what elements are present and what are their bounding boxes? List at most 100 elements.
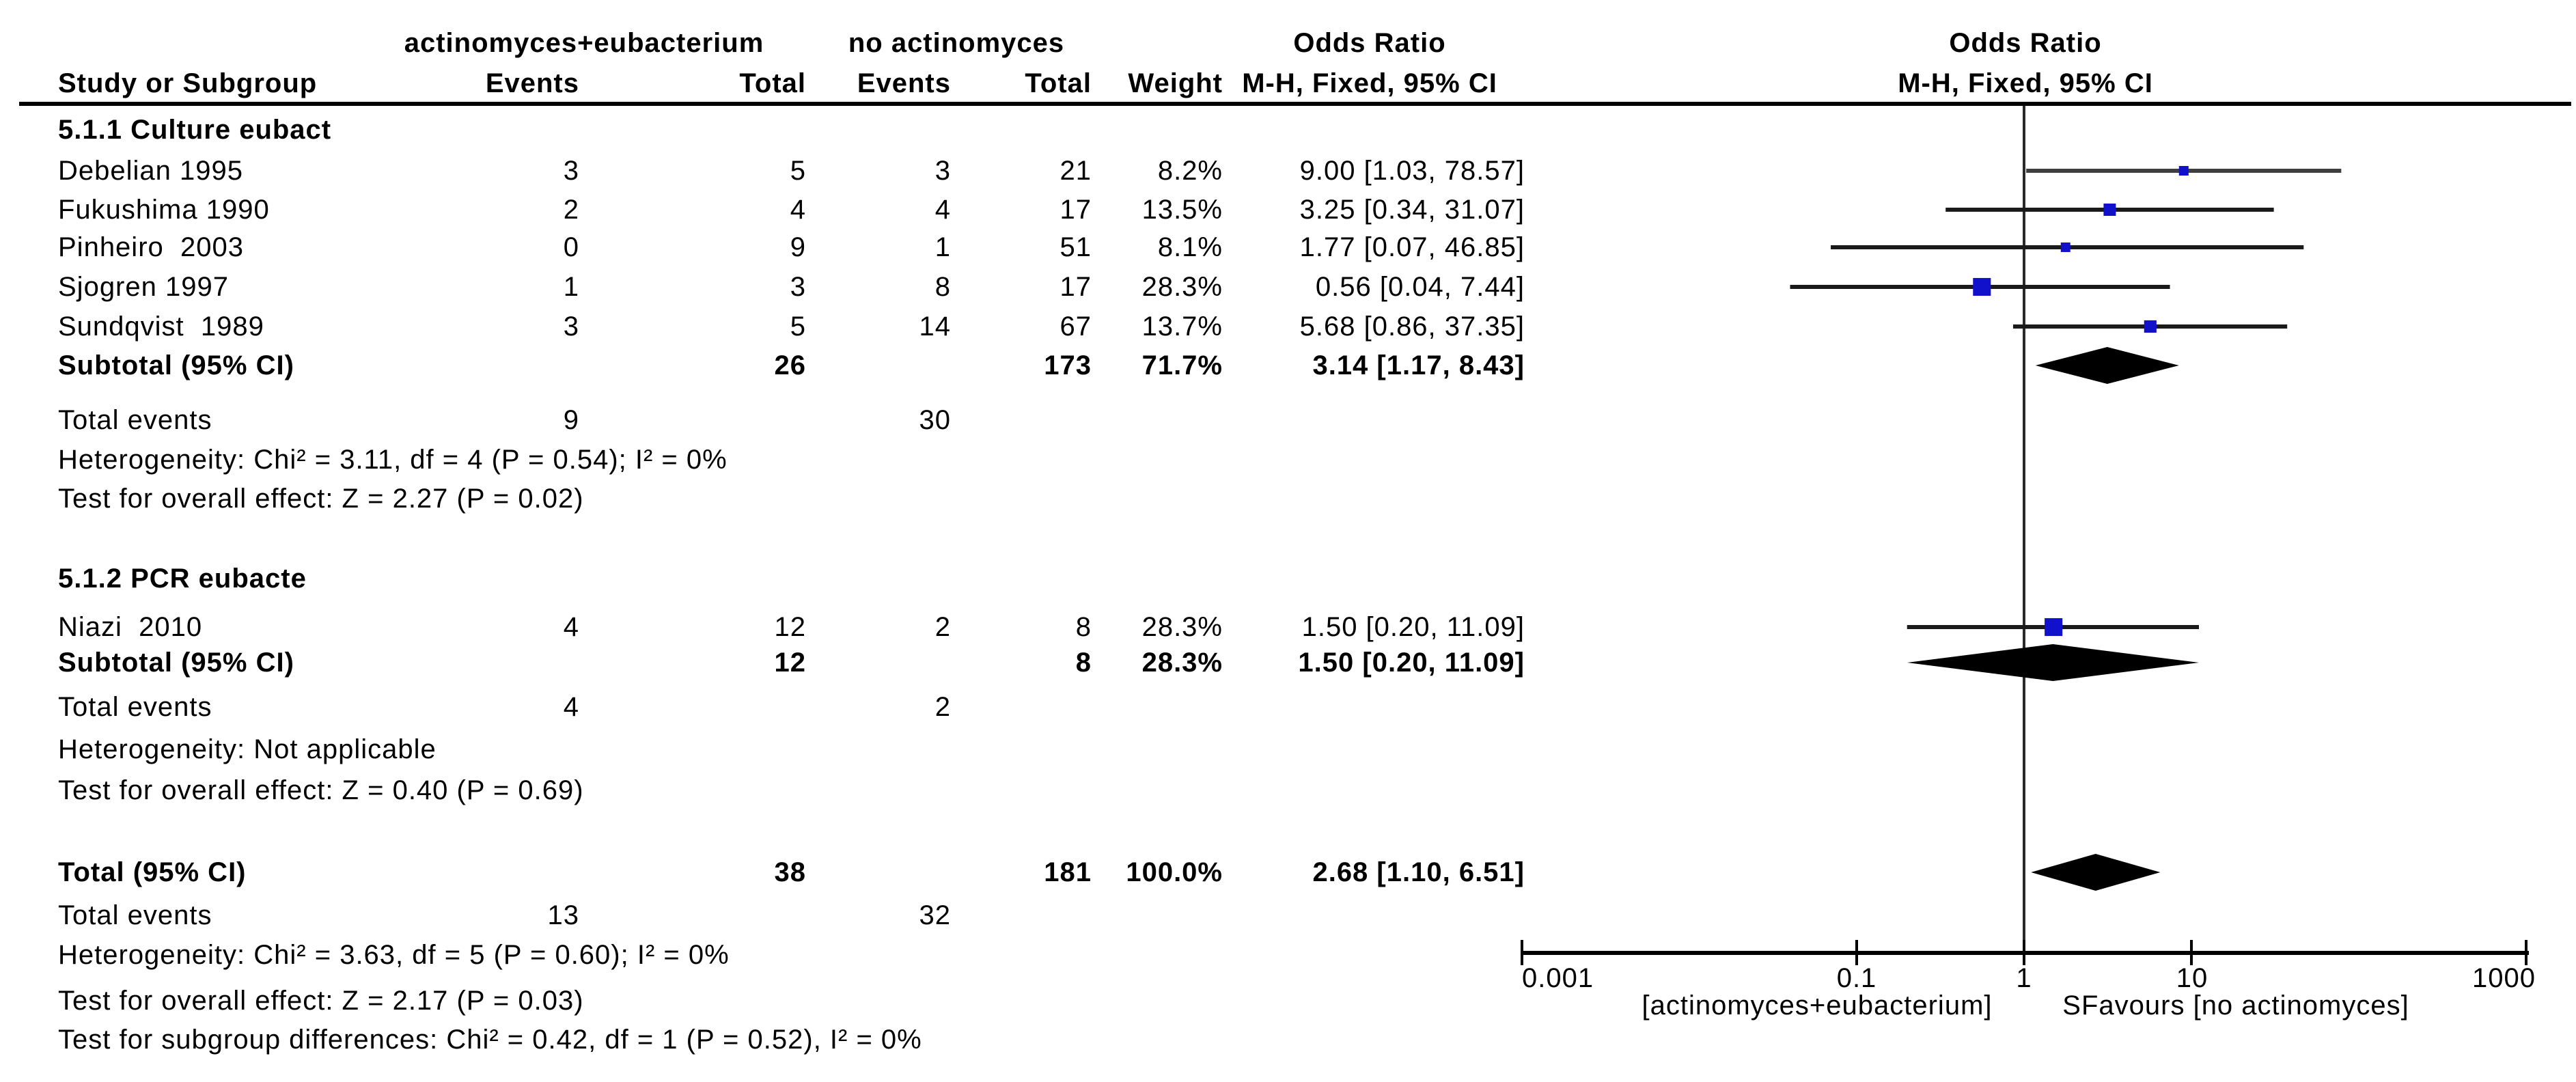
- weight-square: [2103, 203, 2116, 217]
- weight-cell: 28.3%: [1141, 612, 1223, 642]
- stat-note: Test for overall effect: Z = 2.17 (P = 0…: [58, 986, 584, 1016]
- or-ci-cell: 0.56 [0.04, 7.44]: [1315, 272, 1525, 302]
- favours-left-label: [actinomyces+eubacterium]: [1642, 990, 1993, 1021]
- weight-cell: 13.7%: [1141, 311, 1223, 342]
- events1-cell: 9: [563, 405, 579, 435]
- or-column-title: Odds Ratio: [1293, 28, 1446, 58]
- total-events-label: Total events: [58, 405, 212, 435]
- study-name: Sjogren 1997: [58, 272, 229, 302]
- col-header-total2: Total: [1025, 68, 1092, 98]
- events2-cell: 8: [934, 272, 951, 302]
- study-name: Sundqvist 1989: [58, 311, 264, 342]
- subtotal-label: Subtotal (95% CI): [58, 350, 294, 380]
- total1-cell: 4: [790, 195, 806, 225]
- total2-cell: 67: [1060, 311, 1092, 342]
- total-diamond: [2031, 854, 2161, 891]
- events2-cell: 4: [934, 195, 951, 225]
- events1-cell: 3: [563, 156, 579, 186]
- plot-title: Odds Ratio: [1949, 28, 2102, 58]
- weight-square: [2178, 165, 2189, 176]
- study-name: Niazi 2010: [58, 612, 203, 642]
- weight-cell: 8.1%: [1157, 232, 1223, 262]
- total2-cell: 17: [1060, 272, 1092, 302]
- x-axis-tick: [1521, 940, 1523, 965]
- events2-cell: 32: [919, 900, 951, 930]
- axis-tick-label-1: 1: [2016, 963, 2032, 993]
- x-axis-tick: [2023, 940, 2025, 965]
- events2-cell: 2: [934, 692, 951, 722]
- favours-right-label: SFavours [no actinomyces]: [2062, 990, 2409, 1021]
- weight-cell: 8.2%: [1157, 156, 1223, 186]
- col-header-events2: Events: [857, 68, 951, 98]
- weight-cell: 13.5%: [1141, 195, 1223, 225]
- stat-note: Heterogeneity: Not applicable: [58, 734, 437, 764]
- total2-cell: 21: [1060, 156, 1092, 186]
- total1-cell: 9: [790, 232, 806, 262]
- or-ci-cell: 9.00 [1.03, 78.57]: [1299, 156, 1525, 186]
- stat-note: Test for overall effect: Z = 2.27 (P = 0…: [58, 484, 584, 514]
- events2-cell: 3: [934, 156, 951, 186]
- weight-square: [2144, 320, 2157, 333]
- total1-cell: 12: [774, 612, 806, 642]
- or-ci-cell: 1.50 [0.20, 11.09]: [1298, 648, 1525, 678]
- events1-cell: 0: [563, 232, 579, 262]
- col-header-weight: Weight: [1128, 68, 1223, 98]
- events2-cell: 14: [919, 311, 951, 342]
- total2-cell: 51: [1060, 232, 1092, 262]
- col-header-study: Study or Subgroup: [58, 68, 318, 98]
- col-header-total1: Total: [739, 68, 806, 98]
- total1-cell: 5: [790, 311, 806, 342]
- events1-cell: 13: [547, 900, 579, 930]
- weight-cell: 28.3%: [1141, 272, 1223, 302]
- total2-cell: 181: [1044, 857, 1092, 887]
- weight-cell: 100.0%: [1126, 857, 1223, 887]
- x-axis-tick: [2525, 940, 2527, 965]
- or-ci-cell: 1.77 [0.07, 46.85]: [1299, 232, 1525, 262]
- subtotal-label: Subtotal (95% CI): [58, 648, 294, 678]
- null-effect-line: [2023, 106, 2025, 953]
- events2-cell: 30: [919, 405, 951, 435]
- total2-cell: 173: [1044, 350, 1092, 380]
- events1-cell: 1: [563, 272, 579, 302]
- total1-cell: 26: [774, 350, 806, 380]
- total2-cell: 17: [1060, 195, 1092, 225]
- col-header-events1: Events: [485, 68, 579, 98]
- weight-cell: 71.7%: [1141, 350, 1223, 380]
- events1-cell: 3: [563, 311, 579, 342]
- study-name: Pinheiro 2003: [58, 232, 244, 262]
- events1-cell: 4: [563, 692, 579, 722]
- events1-cell: 2: [563, 195, 579, 225]
- group2-header: no actinomyces: [848, 28, 1065, 58]
- total2-cell: 8: [1075, 648, 1092, 678]
- total-events-label: Total events: [58, 692, 212, 722]
- total1-cell: 12: [774, 648, 806, 678]
- stat-note: Heterogeneity: Chi² = 3.11, df = 4 (P = …: [58, 445, 728, 475]
- or-ci-cell: 5.68 [0.86, 37.35]: [1299, 311, 1525, 342]
- total1-cell: 38: [774, 857, 806, 887]
- subgroup-title: 5.1.1 Culture eubact: [58, 115, 332, 145]
- total1-cell: 5: [790, 156, 806, 186]
- axis-tick-label-01: 0.1: [1836, 963, 1877, 993]
- weight-cell: 28.3%: [1141, 648, 1223, 678]
- weight-square: [2045, 618, 2063, 637]
- total-label: Total (95% CI): [58, 857, 247, 887]
- axis-tick-label-0001: 0.001: [1522, 963, 1594, 993]
- plot-subtitle: M-H, Fixed, 95% CI: [1898, 68, 2153, 98]
- events2-cell: 1: [934, 232, 951, 262]
- axis-tick-label-10: 10: [2176, 963, 2208, 993]
- header-separator-line: [19, 102, 2571, 106]
- col-header-or-ci: M-H, Fixed, 95% CI: [1242, 68, 1497, 98]
- or-ci-cell: 3.14 [1.17, 8.43]: [1312, 350, 1525, 380]
- study-name: Debelian 1995: [58, 156, 243, 186]
- axis-tick-label-1000: 1000: [2472, 963, 2536, 993]
- or-ci-cell: 1.50 [0.20, 11.09]: [1301, 612, 1525, 642]
- or-ci-cell: 2.68 [1.10, 6.51]: [1312, 857, 1525, 887]
- events2-cell: 2: [934, 612, 951, 642]
- total1-cell: 3: [790, 272, 806, 302]
- events1-cell: 4: [563, 612, 579, 642]
- study-name: Fukushima 1990: [58, 195, 270, 225]
- or-ci-cell: 3.25 [0.34, 31.07]: [1299, 195, 1525, 225]
- subtotal-diamond: [1907, 644, 2200, 681]
- stat-note: Test for overall effect: Z = 0.40 (P = 0…: [58, 775, 584, 805]
